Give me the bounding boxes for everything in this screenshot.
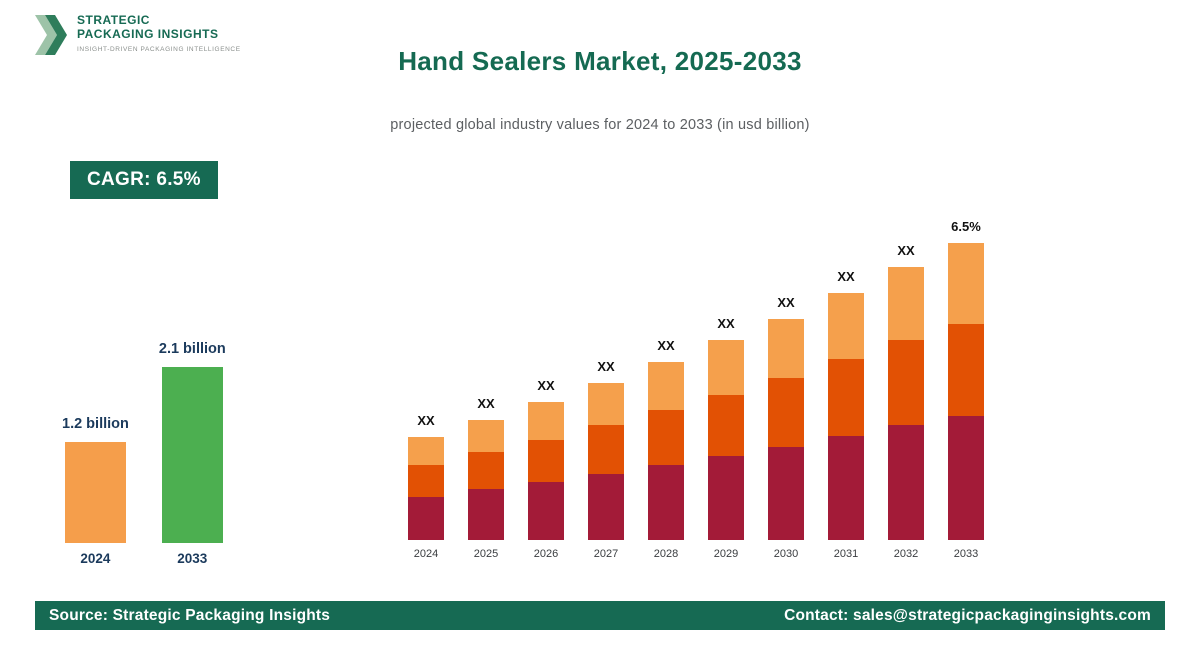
- segment-top-2030: [768, 319, 804, 379]
- stack-2031: [828, 293, 864, 540]
- stack-2032: [888, 267, 924, 540]
- segment-top-2029: [708, 340, 744, 395]
- bar-group-2031: XX 2031: [828, 269, 864, 560]
- bar-group-2025: XX 2025: [468, 396, 504, 560]
- segment-top-2026: [528, 402, 564, 440]
- growth-summary-chart: 1.2 billion 2024 2.1 billion 2033: [62, 330, 226, 566]
- year-label-2024: 2024: [413, 548, 439, 560]
- segment-bottom-2033: [948, 415, 984, 540]
- year-label-2031: 2031: [833, 548, 859, 560]
- year-label-2024: 2024: [80, 551, 111, 566]
- logo: STRATEGIC PACKAGING INSIGHTS INSIGHT-DRI…: [35, 13, 241, 62]
- segment-top-2028: [648, 362, 684, 411]
- bar-group-2033: 6.5% 2033: [948, 219, 984, 560]
- bar-group-2024: 1.2 billion 2024: [62, 416, 129, 566]
- stack-2033: [948, 243, 984, 540]
- segment-top-2031: [828, 293, 864, 360]
- segment-bottom-2028: [648, 465, 684, 540]
- segment-bottom-2029: [708, 456, 744, 540]
- bar-label-2026: XX: [537, 378, 555, 393]
- footer-bar: Source: Strategic Packaging Insights Con…: [35, 601, 1165, 630]
- bar-label-2027: XX: [597, 359, 615, 374]
- footer-contact: Contact: sales@strategicpackaginginsight…: [784, 606, 1151, 624]
- stack-2024: [408, 437, 444, 540]
- segment-middle-2030: [768, 378, 804, 447]
- bar-group-2024: XX 2024: [408, 413, 444, 560]
- logo-line1: STRATEGIC: [77, 13, 150, 27]
- segment-bottom-2030: [768, 446, 804, 540]
- bar-group-2030: XX 2030: [768, 295, 804, 560]
- bar-label-2032: XX: [897, 243, 915, 258]
- logo-chevron-icon: [35, 13, 69, 62]
- segment-middle-2029: [708, 394, 744, 457]
- bar-group-2032: XX 2032: [888, 243, 924, 560]
- segment-middle-2033: [948, 323, 984, 416]
- stack-2027: [588, 383, 624, 540]
- segment-middle-2031: [828, 359, 864, 436]
- page-subtitle: projected global industry values for 202…: [390, 117, 810, 133]
- bar-2024: [64, 442, 126, 543]
- segment-bottom-2031: [828, 435, 864, 540]
- value-label-2024: 1.2 billion: [62, 416, 129, 432]
- segment-bottom-2026: [528, 482, 564, 540]
- bar-2033: [161, 367, 223, 543]
- stack-2029: [708, 340, 744, 540]
- bar-group-2027: XX 2027: [588, 359, 624, 560]
- year-label-2028: 2028: [653, 548, 679, 560]
- segment-top-2024: [408, 437, 444, 466]
- segment-bottom-2032: [888, 424, 924, 540]
- year-label-2027: 2027: [593, 548, 619, 560]
- stack-2030: [768, 319, 804, 540]
- bar-group-2026: XX 2026: [528, 378, 564, 560]
- bar-label-2025: XX: [477, 396, 495, 411]
- segment-bottom-2027: [588, 473, 624, 540]
- stack-2026: [528, 402, 564, 540]
- logo-text: STRATEGIC PACKAGING INSIGHTS INSIGHT-DRI…: [77, 13, 241, 53]
- segment-middle-2026: [528, 439, 564, 483]
- bar-label-2024: XX: [417, 413, 435, 428]
- value-label-2033: 2.1 billion: [158, 341, 226, 357]
- footer-source: Source: Strategic Packaging Insights: [49, 606, 331, 624]
- segment-middle-2028: [648, 410, 684, 466]
- segment-middle-2027: [588, 425, 624, 474]
- page-title: Hand Sealers Market, 2025-2033: [398, 46, 802, 76]
- bar-label-2033: 6.5%: [951, 219, 981, 234]
- cagr-badge: CAGR: 6.5%: [70, 161, 218, 199]
- bar-label-2029: XX: [717, 316, 735, 331]
- bar-label-2028: XX: [657, 338, 675, 353]
- segment-top-2033: [948, 243, 984, 324]
- year-label-2032: 2032: [893, 548, 919, 560]
- year-label-2030: 2030: [773, 548, 799, 560]
- segment-bottom-2024: [408, 497, 444, 540]
- segment-top-2032: [888, 267, 924, 340]
- year-label-2029: 2029: [713, 548, 739, 560]
- bar-label-2031: XX: [837, 269, 855, 284]
- segment-top-2025: [468, 420, 504, 452]
- segment-middle-2024: [408, 465, 444, 498]
- segment-middle-2025: [468, 451, 504, 490]
- segment-bottom-2025: [468, 489, 504, 540]
- year-label-2033: 2033: [953, 548, 979, 560]
- year-label-2033: 2033: [177, 551, 208, 566]
- bar-label-2030: XX: [777, 295, 795, 310]
- stack-2025: [468, 420, 504, 540]
- segment-middle-2032: [888, 339, 924, 425]
- logo-tagline: INSIGHT-DRIVEN PACKAGING INTELLIGENCE: [77, 46, 241, 53]
- segment-top-2027: [588, 383, 624, 426]
- bar-group-2028: XX 2028: [648, 338, 684, 560]
- year-label-2025: 2025: [473, 548, 499, 560]
- year-label-2026: 2026: [533, 548, 559, 560]
- bar-group-2033: 2.1 billion 2033: [159, 341, 226, 566]
- logo-line2: PACKAGING INSIGHTS: [77, 27, 219, 41]
- bar-group-2029: XX 2029: [708, 316, 744, 560]
- stack-2028: [648, 362, 684, 540]
- yearly-projection-chart: XX 2024 XX 2025 XX 2026 XX 2027 XX 2028 XX 2029 XX 20…: [408, 208, 984, 560]
